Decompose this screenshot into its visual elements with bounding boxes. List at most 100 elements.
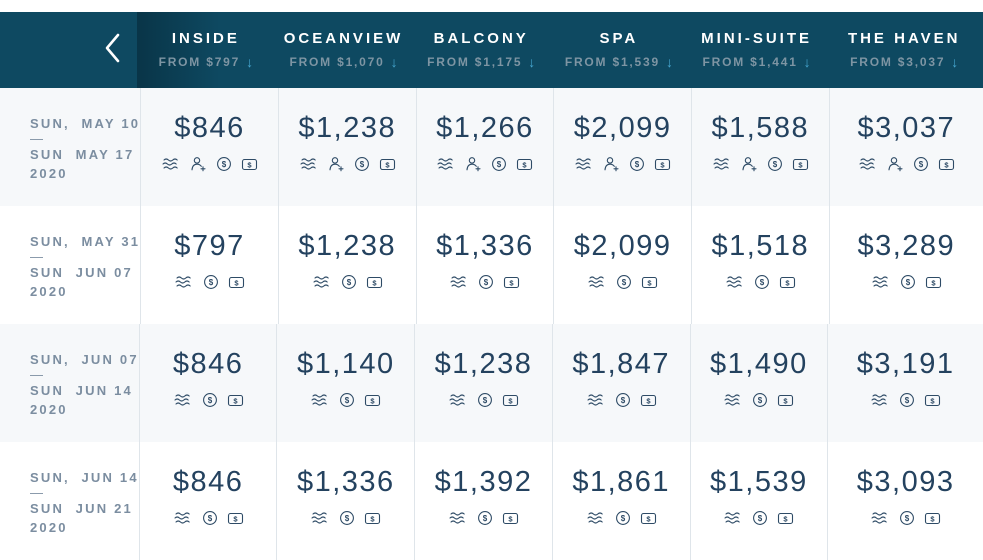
waves-icon [586, 393, 606, 407]
price-cell[interactable]: $1,518 $ $ [690, 206, 829, 324]
price-cell[interactable]: $3,093 $ $ [827, 442, 983, 560]
waves-icon [586, 511, 606, 525]
category-header-mini-suite[interactable]: MINI-SUITE FROM $1,441 ↓ [688, 12, 826, 88]
category-label: MINI-SUITE [701, 30, 813, 47]
waves-icon [723, 393, 743, 407]
category-label: THE HAVEN [847, 30, 961, 47]
pricing-header: INSIDE FROM $797 ↓ OCEANVIEW FROM $1,070… [0, 12, 983, 88]
dollar-square-icon: $ [640, 393, 657, 408]
svg-text:$: $ [931, 514, 936, 523]
sort-down-arrow-icon: ↓ [665, 54, 673, 70]
price-cell[interactable]: $2,099 $ $ [553, 88, 691, 206]
dollar-circle-icon: $ [216, 156, 232, 172]
price-cell[interactable]: $3,037 $ $ [828, 88, 983, 206]
price-cell[interactable]: $846 $ $ [138, 442, 277, 560]
price-cell[interactable]: $1,847 $ $ [551, 324, 690, 442]
dollar-circle-icon: $ [913, 156, 929, 172]
dollar-circle-icon: $ [477, 510, 493, 526]
waves-icon [587, 275, 607, 289]
category-headers: INSIDE FROM $797 ↓ OCEANVIEW FROM $1,070… [137, 12, 983, 88]
price-cell[interactable]: $1,336 $ $ [415, 206, 554, 324]
price-value: $1,518 [711, 230, 810, 262]
svg-text:$: $ [233, 396, 238, 405]
svg-text:$: $ [905, 396, 910, 405]
date-year: 2020 [30, 284, 68, 299]
date-year: 2020 [30, 520, 68, 535]
offer-icons: $ $ [586, 510, 657, 526]
price-cell[interactable]: $797 $ $ [140, 206, 278, 324]
svg-text:$: $ [798, 160, 803, 169]
price-value: $3,191 [856, 348, 955, 380]
price-cell[interactable]: $1,588 $ $ [690, 88, 829, 206]
svg-text:$: $ [483, 514, 488, 523]
waves-icon [725, 275, 745, 289]
price-cell[interactable]: $1,238 $ $ [277, 206, 416, 324]
svg-text:$: $ [646, 396, 651, 405]
svg-text:$: $ [646, 514, 651, 523]
price-value: $797 [174, 230, 245, 262]
dollar-square-icon: $ [227, 393, 244, 408]
back-button[interactable] [0, 12, 137, 88]
price-cell[interactable]: $846 $ $ [138, 324, 277, 442]
offer-icons: $ $ [870, 510, 941, 526]
category-from-price: FROM $797 ↓ [159, 54, 254, 70]
dollar-circle-icon: $ [899, 510, 915, 526]
price-cell[interactable]: $1,392 $ $ [414, 442, 552, 560]
dollar-square-icon: $ [654, 157, 671, 172]
price-cell[interactable]: $1,861 $ $ [551, 442, 690, 560]
offer-icons: $ $ [310, 392, 381, 408]
sort-down-arrow-icon: ↓ [390, 54, 398, 70]
offer-icons: $ $ [448, 392, 519, 408]
offer-icons: $ $ [436, 156, 533, 172]
category-header-inside[interactable]: INSIDE FROM $797 ↓ [137, 12, 275, 88]
offer-icons: $ $ [587, 274, 658, 290]
svg-text:$: $ [758, 396, 763, 405]
price-cell[interactable]: $3,289 $ $ [828, 206, 983, 324]
svg-text:$: $ [372, 278, 377, 287]
dollar-circle-icon: $ [478, 274, 494, 290]
date-separator: — [30, 485, 43, 500]
from-price-text: FROM $1,539 [564, 55, 660, 69]
date-end: SUN MAY 17 [30, 147, 135, 162]
dollar-square-icon: $ [777, 393, 794, 408]
price-cell[interactable]: $1,140 $ $ [276, 324, 414, 442]
waves-icon [173, 393, 193, 407]
price-cell[interactable]: $1,490 $ $ [689, 324, 828, 442]
offer-icons: $ $ [858, 156, 955, 172]
dollar-circle-icon: $ [339, 510, 355, 526]
category-header-oceanview[interactable]: OCEANVIEW FROM $1,070 ↓ [275, 12, 413, 88]
offer-icons: $ $ [310, 510, 381, 526]
dollar-square-icon: $ [779, 275, 796, 290]
svg-text:$: $ [360, 160, 365, 169]
price-cell[interactable]: $2,099 $ $ [553, 206, 691, 324]
price-value: $3,289 [857, 230, 956, 262]
price-cell[interactable]: $1,266 $ $ [415, 88, 554, 206]
price-cell[interactable]: $3,191 $ $ [827, 324, 983, 442]
svg-text:$: $ [906, 278, 911, 287]
category-header-the-haven[interactable]: THE HAVEN FROM $3,037 ↓ [825, 12, 983, 88]
offer-icons: $ $ [574, 156, 671, 172]
offer-icons: $ $ [448, 510, 519, 526]
price-cell[interactable]: $1,238 $ $ [414, 324, 552, 442]
svg-text:$: $ [510, 278, 515, 287]
dollar-circle-icon: $ [767, 156, 783, 172]
offer-icons: $ $ [312, 274, 383, 290]
price-cell[interactable]: $1,238 $ $ [277, 88, 416, 206]
waves-icon [858, 157, 878, 171]
category-header-balcony[interactable]: BALCONY FROM $1,175 ↓ [412, 12, 550, 88]
price-cell[interactable]: $1,539 $ $ [689, 442, 828, 560]
dollar-square-icon: $ [227, 511, 244, 526]
price-value: $1,490 [710, 348, 808, 380]
svg-text:$: $ [784, 396, 789, 405]
svg-text:$: $ [508, 514, 513, 523]
category-header-spa[interactable]: SPA FROM $1,539 ↓ [550, 12, 688, 88]
offer-icons: $ $ [161, 156, 258, 172]
dollar-circle-icon: $ [629, 156, 645, 172]
price-value: $1,588 [711, 112, 810, 144]
price-cell[interactable]: $846 $ $ [140, 88, 278, 206]
from-price-text: FROM $1,175 [427, 55, 523, 69]
from-price-text: FROM $797 [158, 55, 241, 69]
svg-text:$: $ [661, 160, 666, 169]
price-cell[interactable]: $1,336 $ $ [276, 442, 414, 560]
offer-icons: $ $ [723, 392, 794, 408]
